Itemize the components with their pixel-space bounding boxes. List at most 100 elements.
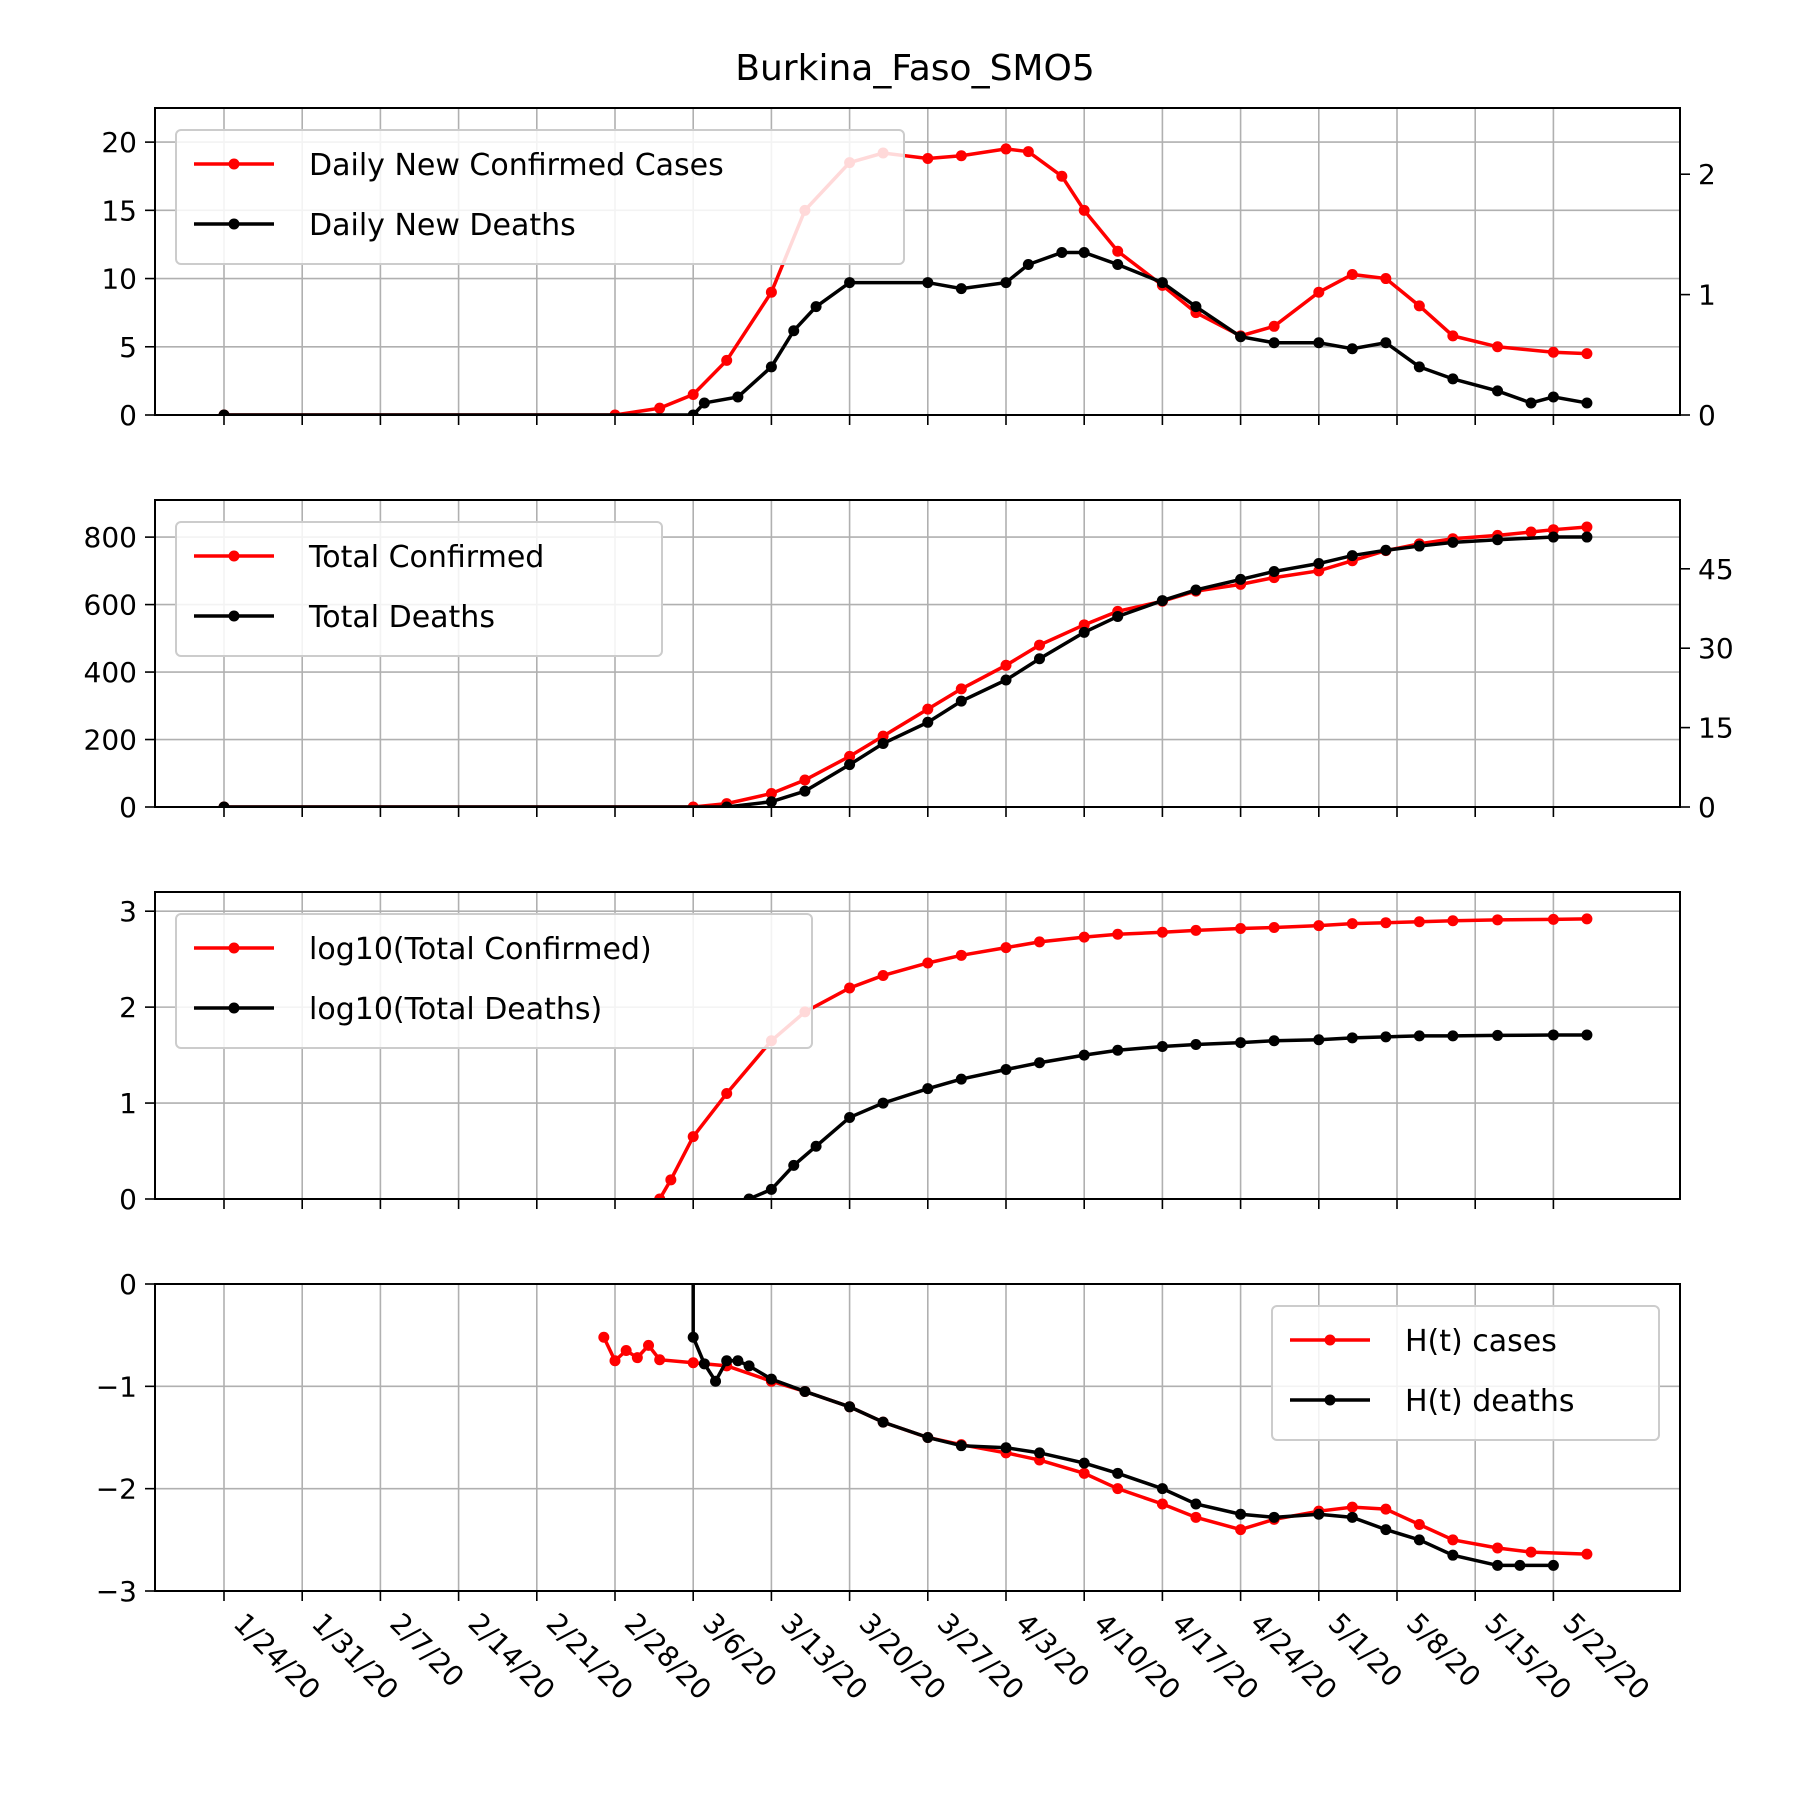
data-point bbox=[1581, 1029, 1593, 1041]
data-point bbox=[721, 354, 733, 366]
data-point bbox=[1112, 259, 1124, 271]
data-point bbox=[1156, 1040, 1168, 1052]
series-h-t-deaths bbox=[687, 1284, 1559, 1571]
data-point bbox=[1078, 1049, 1090, 1061]
data-point bbox=[698, 397, 710, 409]
legend: H(t) cases H(t) deaths bbox=[1271, 1305, 1660, 1441]
data-point bbox=[1492, 385, 1504, 397]
y-tick-label: 1 bbox=[119, 1087, 137, 1120]
legend-label: log10(Total Confirmed) bbox=[309, 932, 652, 967]
data-point bbox=[654, 1193, 666, 1199]
data-point bbox=[1156, 1483, 1168, 1495]
data-point bbox=[1525, 1546, 1537, 1558]
data-point bbox=[1525, 526, 1537, 538]
data-point bbox=[1056, 246, 1068, 258]
data-point bbox=[743, 1193, 755, 1199]
y-tick-label: 5 bbox=[119, 331, 137, 364]
y-tick-label: 15 bbox=[101, 194, 137, 227]
data-point bbox=[1581, 521, 1593, 533]
data-point bbox=[1492, 1559, 1504, 1571]
data-point bbox=[1078, 246, 1090, 258]
data-point bbox=[1313, 1034, 1325, 1046]
data-point bbox=[1380, 1031, 1392, 1043]
data-point bbox=[1034, 653, 1046, 665]
data-point bbox=[1034, 1447, 1046, 1459]
y2-tick-label: 0 bbox=[1698, 791, 1716, 824]
x-tick-label: 5/22/20 bbox=[1556, 1607, 1656, 1707]
data-point bbox=[1000, 674, 1012, 686]
data-point bbox=[1268, 1511, 1280, 1523]
data-point bbox=[609, 1355, 621, 1367]
data-point bbox=[1547, 346, 1559, 358]
series-total-deaths bbox=[218, 531, 1593, 807]
data-point bbox=[218, 409, 230, 415]
legend-label: H(t) cases bbox=[1405, 1324, 1557, 1359]
data-point bbox=[877, 969, 889, 981]
data-point bbox=[955, 949, 967, 961]
data-point bbox=[620, 1345, 632, 1357]
data-point bbox=[1156, 926, 1168, 938]
data-point bbox=[955, 283, 967, 295]
x-tick-label: 4/10/20 bbox=[1087, 1607, 1187, 1707]
data-point bbox=[1022, 259, 1034, 271]
y2-tick-label: 45 bbox=[1698, 553, 1734, 586]
data-point bbox=[732, 1355, 744, 1367]
data-point bbox=[1268, 1035, 1280, 1047]
series-line bbox=[224, 535, 1587, 807]
data-point bbox=[1581, 913, 1593, 925]
x-tick-label: 2/21/20 bbox=[540, 1607, 640, 1707]
data-point bbox=[1034, 936, 1046, 948]
legend-box bbox=[175, 913, 813, 1049]
data-point bbox=[1078, 204, 1090, 216]
data-point bbox=[1447, 536, 1459, 548]
legend-label: Total Confirmed bbox=[308, 540, 544, 575]
data-point bbox=[844, 759, 856, 771]
data-point bbox=[1235, 1037, 1247, 1049]
data-point bbox=[1413, 916, 1425, 928]
data-point bbox=[844, 1111, 856, 1123]
data-point bbox=[1078, 626, 1090, 638]
data-point bbox=[1447, 915, 1459, 927]
axes-frame bbox=[154, 891, 1681, 1200]
data-point bbox=[1413, 1534, 1425, 1546]
y-tick-label: 400 bbox=[84, 656, 137, 689]
x-tick-label: 1/31/20 bbox=[305, 1607, 405, 1707]
data-point bbox=[922, 957, 934, 969]
data-point bbox=[1346, 343, 1358, 355]
data-point bbox=[1380, 1503, 1392, 1515]
data-point bbox=[1156, 595, 1168, 607]
legend-label: Daily New Deaths bbox=[309, 208, 576, 243]
data-point bbox=[1413, 361, 1425, 373]
data-point bbox=[955, 683, 967, 695]
data-point bbox=[1547, 391, 1559, 403]
data-point bbox=[810, 1140, 822, 1152]
panel-hurst: −3 −2 −1 0 H(t) cases H(t) deaths bbox=[96, 1268, 1681, 1608]
x-tick-label: 4/17/20 bbox=[1165, 1607, 1265, 1707]
data-point bbox=[922, 277, 934, 289]
data-point bbox=[922, 703, 934, 715]
data-point bbox=[1525, 397, 1537, 409]
y-tick-label: 2 bbox=[119, 991, 137, 1024]
legend-label: Daily New Confirmed Cases bbox=[309, 148, 724, 183]
data-point bbox=[598, 1331, 610, 1343]
legend-label: H(t) deaths bbox=[1405, 1384, 1575, 1419]
data-point bbox=[877, 737, 889, 749]
data-point bbox=[698, 1358, 710, 1370]
data-point bbox=[844, 1401, 856, 1413]
x-axis-labels: 1/24/201/31/202/7/202/14/202/21/202/28/2… bbox=[227, 1607, 1656, 1707]
y-tick-label: 0 bbox=[119, 1268, 137, 1301]
y-tick-label: −3 bbox=[96, 1575, 137, 1608]
data-point bbox=[1413, 300, 1425, 312]
y-tick-label: 0 bbox=[119, 399, 137, 432]
x-tick-label: 5/8/20 bbox=[1400, 1607, 1487, 1694]
data-point bbox=[687, 389, 699, 401]
data-point bbox=[1380, 917, 1392, 929]
data-point bbox=[955, 150, 967, 162]
y-tick-label: 0 bbox=[119, 791, 137, 824]
x-tick-label: 3/20/20 bbox=[853, 1607, 953, 1707]
data-point bbox=[1380, 273, 1392, 285]
data-point bbox=[799, 774, 811, 786]
data-point bbox=[1000, 1442, 1012, 1454]
y-tick-label: 200 bbox=[84, 724, 137, 757]
legend-swatch-marker bbox=[228, 610, 240, 622]
